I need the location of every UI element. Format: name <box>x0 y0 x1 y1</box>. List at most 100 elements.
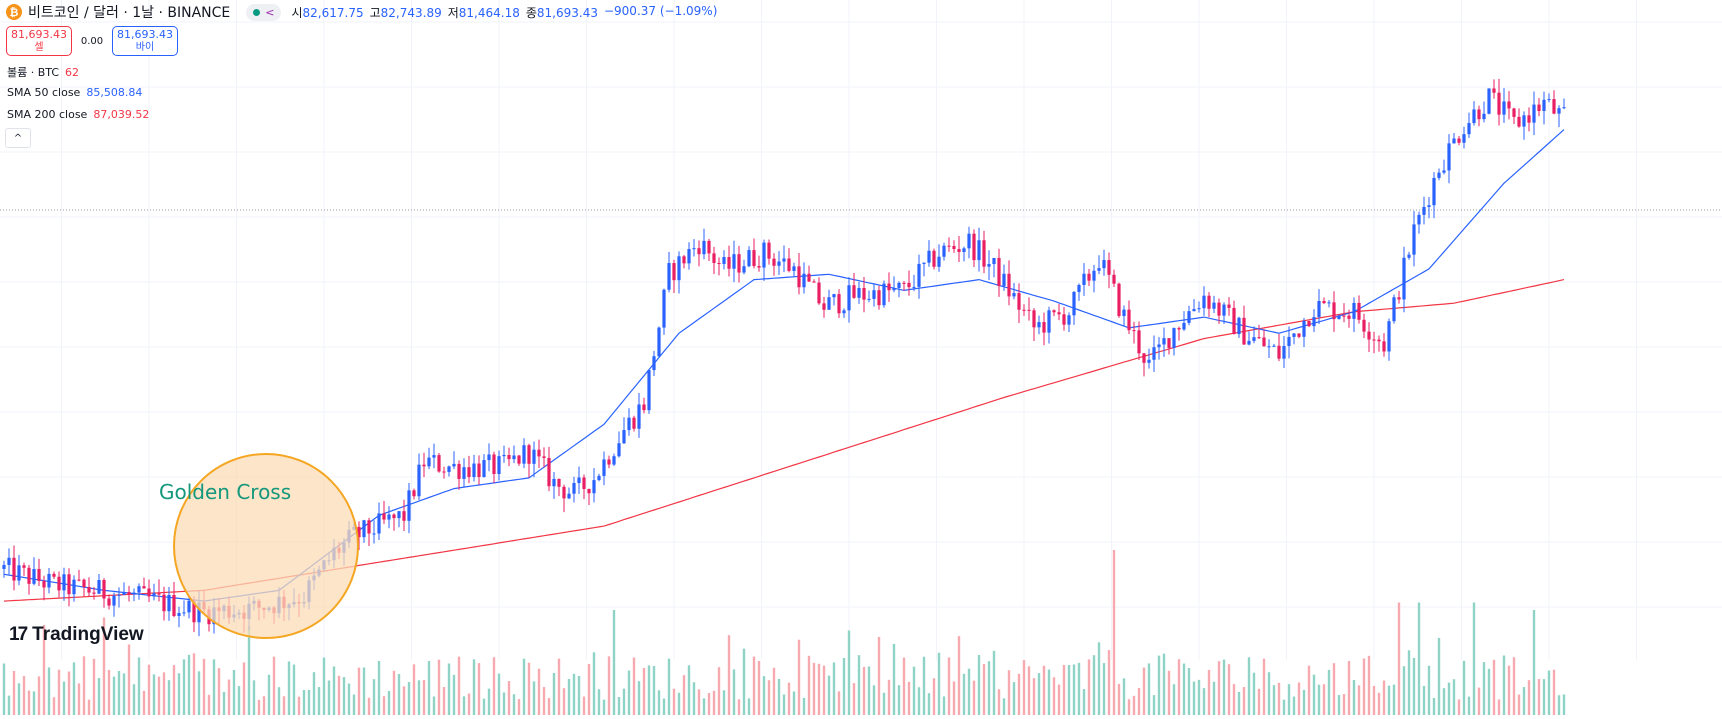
candle-body <box>867 298 871 300</box>
volume-bar <box>1397 602 1401 715</box>
candle-body <box>977 240 981 261</box>
volume-bar <box>982 664 986 715</box>
volume-bar <box>1272 685 1276 715</box>
candle-body <box>1127 309 1131 331</box>
candle-body <box>1497 92 1501 115</box>
volume-bar <box>1112 550 1116 715</box>
sma50-legend-value: 85,508.84 <box>86 86 143 99</box>
candle-body <box>642 404 646 411</box>
candle-body <box>1012 293 1016 297</box>
candle-body <box>812 281 816 283</box>
candle-body <box>737 254 741 273</box>
candle-body <box>1242 317 1246 345</box>
volume-bar <box>1512 657 1516 715</box>
legend-volume[interactable]: 볼륨 · BTC 62 <box>7 64 79 80</box>
candle-body <box>1392 297 1396 322</box>
volume-bar <box>872 685 876 715</box>
buy-button[interactable]: 81,693.43 바이 <box>112 26 178 56</box>
candle-body <box>442 471 446 473</box>
candle-body <box>1417 214 1421 225</box>
volume-bar <box>1157 655 1161 715</box>
candle-body <box>117 594 121 596</box>
volume-bar <box>1247 657 1251 715</box>
tradingview-logo[interactable]: 17 TradingView <box>9 624 144 646</box>
volume-bar <box>887 679 891 715</box>
volume-bar <box>947 657 951 715</box>
candle-body <box>722 257 726 264</box>
candle-body <box>1107 260 1111 275</box>
candle-body <box>1292 333 1296 337</box>
candle-body <box>1562 107 1566 109</box>
candle-body <box>57 576 61 591</box>
candle-body <box>52 573 56 577</box>
sell-button[interactable]: 81,693.43 셀 <box>6 26 72 56</box>
volume-bar <box>1067 665 1071 715</box>
candle-body <box>1557 108 1561 114</box>
collapse-legend-button[interactable]: ^ <box>5 128 31 148</box>
volume-bar <box>1082 689 1086 715</box>
volume-bar <box>1402 666 1406 715</box>
volume-bar <box>337 675 341 715</box>
volume-bar <box>677 692 681 715</box>
candle-body <box>502 455 506 457</box>
volume-bar <box>442 687 446 715</box>
candle-body <box>762 242 766 268</box>
volume-bar <box>967 668 971 715</box>
candle-body <box>1077 284 1081 292</box>
volume-bar <box>1187 668 1191 715</box>
volume-bar <box>987 661 991 715</box>
volume-bar <box>1492 659 1496 715</box>
volume-bar <box>1262 658 1266 715</box>
candle-body <box>1272 345 1276 347</box>
candle-body <box>457 463 461 479</box>
candle-body <box>542 456 546 458</box>
candle-body <box>512 455 516 460</box>
volume-bar <box>632 657 636 715</box>
volume-bar <box>102 617 106 715</box>
volume-bar <box>1232 684 1236 715</box>
legend-sma50[interactable]: SMA 50 close 85,508.84 <box>7 86 142 99</box>
symbol-title[interactable]: 비트코인 / 달러 · 1날 · BINANCE <box>28 5 231 21</box>
candle-body <box>712 253 716 263</box>
candle-body <box>677 256 681 281</box>
status-pill[interactable]: < <box>246 3 282 21</box>
volume-bar <box>1167 670 1171 715</box>
volume-bar <box>1092 655 1096 715</box>
candle-body <box>1117 283 1121 317</box>
volume-bar <box>1047 669 1051 715</box>
candle-body <box>82 579 86 587</box>
volume-bar <box>357 667 361 715</box>
volume-bar <box>1087 659 1091 715</box>
candle-body <box>1097 268 1101 271</box>
volume-bar <box>1502 655 1506 715</box>
candle-body <box>87 586 91 593</box>
candle-body <box>1167 338 1171 348</box>
candle-body <box>477 463 481 477</box>
candle-body <box>1407 254 1411 258</box>
volume-bar <box>1137 688 1141 715</box>
volume-bar <box>1097 642 1101 715</box>
candle-body <box>157 593 161 595</box>
volume-bar <box>522 658 526 715</box>
candle-body <box>412 490 416 497</box>
volume-bar <box>172 665 176 715</box>
legend-sma200[interactable]: SMA 200 close 87,039.52 <box>7 108 149 121</box>
candle-body <box>422 464 426 467</box>
volume-bar <box>1352 680 1356 715</box>
open-label: 시 <box>291 5 303 20</box>
candles <box>2 78 1566 637</box>
volume-bar <box>912 666 916 715</box>
candle-body <box>747 250 751 267</box>
candle-body <box>1377 339 1381 342</box>
candle-body <box>1177 328 1181 330</box>
candle-body <box>1102 260 1106 269</box>
candle-body <box>1402 257 1406 300</box>
candle-body <box>897 282 901 289</box>
volume-bar <box>1252 672 1256 715</box>
volume-bar <box>1142 667 1146 715</box>
candle-body <box>842 310 846 314</box>
volume-bar <box>762 676 766 715</box>
volume-bar <box>1452 679 1456 715</box>
